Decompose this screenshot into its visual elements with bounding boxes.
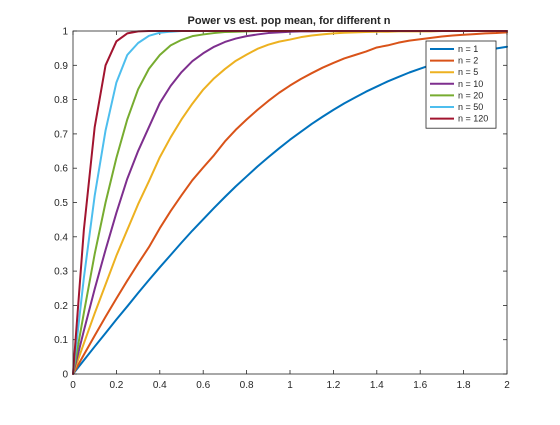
x-tick-label: 0.6 xyxy=(196,380,210,391)
x-tick-label: 1 xyxy=(287,380,293,391)
y-tick-label: 0.4 xyxy=(54,232,68,243)
y-tick-label: 0.3 xyxy=(54,267,68,278)
y-tick-label: 0.7 xyxy=(54,129,68,140)
x-tick-label: 0.2 xyxy=(109,380,123,391)
x-tick-label: 0 xyxy=(70,380,76,391)
plot-frame xyxy=(72,30,508,375)
legend-label: n = 1 xyxy=(458,44,478,54)
y-tick-label: 0.8 xyxy=(54,95,68,106)
legend-label: n = 20 xyxy=(458,90,483,100)
legend-label: n = 10 xyxy=(458,79,483,89)
x-tick-label: 1.8 xyxy=(457,380,471,391)
y-tick-label: 1 xyxy=(62,27,68,38)
y-tick-label: 0.2 xyxy=(54,301,68,312)
x-tick-label: 0.8 xyxy=(240,380,254,391)
legend-label: n = 5 xyxy=(458,67,478,77)
x-tick-label: 1.2 xyxy=(326,380,340,391)
x-tick-label: 0.4 xyxy=(153,380,167,391)
y-tick-label: 0.6 xyxy=(54,164,68,175)
chart-title: Power vs est. pop mean, for different n xyxy=(188,15,391,27)
x-tick-label: 1.6 xyxy=(413,380,427,391)
x-tick-label: 1.4 xyxy=(370,380,384,391)
x-tick-label: 2 xyxy=(504,380,510,391)
y-tick-label: 0 xyxy=(62,370,68,381)
y-tick-label: 0.9 xyxy=(54,61,68,72)
legend-label: n = 2 xyxy=(458,56,478,66)
legend-label: n = 120 xyxy=(458,114,488,124)
legend-label: n = 50 xyxy=(458,102,483,112)
series-line-n-2 xyxy=(72,31,508,375)
legend: n = 1 n = 2n = 5 n = 10n = 20 n = 50 n = 120 xyxy=(425,40,497,129)
y-tick-label: 0.5 xyxy=(54,198,68,209)
y-tick-label: 0.1 xyxy=(54,335,68,346)
axis-ticks: 0 0.2 0.4 0.6 0.8 1 1.2 1.4 1.6 1.8 2 0 0.1 0.2 0.3 0.4… xyxy=(54,27,510,392)
